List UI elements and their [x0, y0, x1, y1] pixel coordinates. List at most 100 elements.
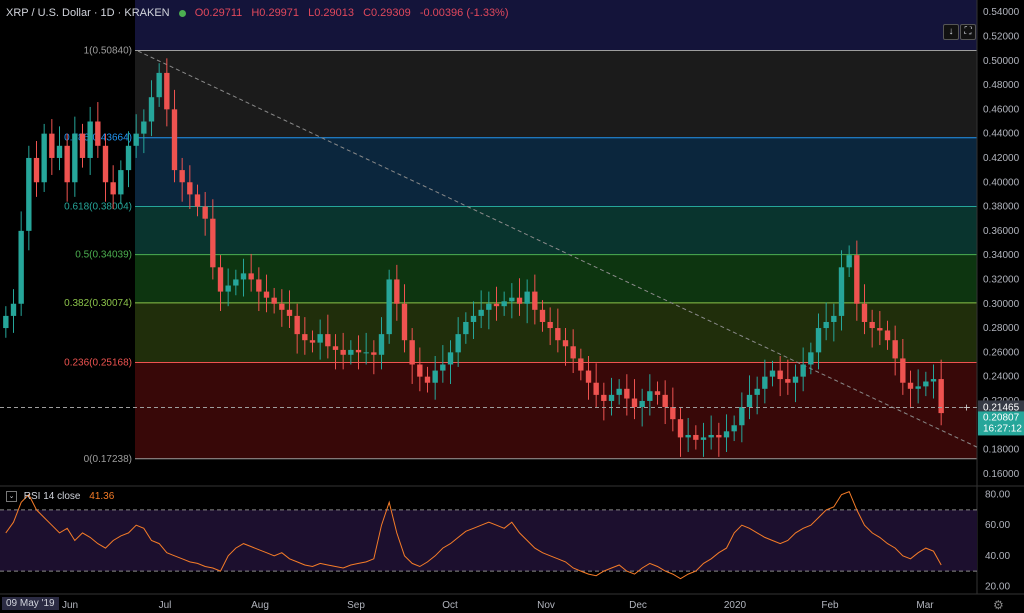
x-tick-label: Oct	[442, 600, 458, 611]
candle-body	[463, 321, 469, 335]
candle-body	[524, 291, 530, 304]
candle-body	[79, 133, 86, 158]
candle-body	[118, 170, 124, 195]
candle-body	[187, 182, 193, 195]
candle-body	[831, 315, 837, 322]
candle-body	[317, 334, 323, 343]
y-tick-label: 0.54000	[983, 7, 1020, 18]
candle-body	[739, 407, 745, 426]
candle-body	[662, 394, 668, 408]
fullscreen-icon[interactable]: ⛶	[960, 24, 976, 40]
candle-body	[685, 434, 691, 438]
candle-body	[608, 394, 615, 401]
y-tick-label: 0.52000	[983, 31, 1020, 42]
y-tick-label: 0.16000	[983, 469, 1020, 480]
candle-body	[486, 303, 492, 310]
candle-body	[654, 391, 661, 395]
upper-band	[135, 0, 977, 51]
candle-body	[386, 279, 392, 335]
candle-body	[677, 419, 684, 438]
candle-body	[309, 340, 316, 343]
candle-body	[141, 121, 147, 134]
last-price-label: 0.20807	[983, 412, 1020, 423]
collapse-icon[interactable]: ⌄	[6, 491, 17, 502]
arrow-down-icon[interactable]: ↓	[943, 24, 959, 40]
candle-body	[133, 133, 139, 146]
candle-body	[792, 376, 799, 383]
candle-body	[539, 309, 546, 322]
crosshair-price-label: 0.21465	[983, 402, 1020, 413]
candle-body	[194, 194, 201, 207]
candle-body	[125, 145, 132, 171]
y-tick-label: 0.26000	[983, 347, 1020, 358]
candle-body	[907, 382, 914, 389]
y-tick-label: 0.34000	[983, 250, 1020, 261]
candle-body	[769, 370, 776, 377]
fib-label-6: 0(0.17238)	[84, 454, 132, 465]
ohlc-low: L0.29013	[308, 7, 354, 19]
candle-body	[95, 121, 101, 146]
x-tick-label: Mar	[916, 600, 934, 611]
candle-body	[532, 291, 538, 310]
ohlc-close: C0.29309	[363, 7, 411, 19]
y-tick-label: 0.24000	[983, 372, 1020, 383]
candle-body	[493, 303, 500, 307]
candle-body	[800, 364, 806, 377]
x-tick-label: Feb	[821, 600, 839, 611]
y-tick-label: 0.44000	[983, 129, 1020, 140]
candle-body	[639, 400, 645, 408]
candle-body	[923, 381, 929, 387]
last-price-box	[978, 411, 1024, 436]
candle-body	[233, 279, 239, 286]
candle-body	[708, 434, 714, 438]
candle-body	[616, 388, 622, 395]
candle-body	[394, 279, 400, 304]
date-badge: 09 May '19	[2, 597, 59, 610]
candle-body	[846, 255, 852, 268]
y-tick-label: 0.32000	[983, 274, 1020, 285]
candle-body	[930, 379, 937, 382]
fib-label-3: 0.5(0.34039)	[75, 250, 132, 261]
candle-body	[440, 364, 446, 371]
candle-body	[900, 358, 906, 383]
candle-body	[378, 334, 385, 355]
candle-body	[562, 340, 569, 347]
ohlc-open: O0.29711	[194, 7, 243, 19]
candle-body	[785, 379, 791, 383]
candle-body	[56, 145, 63, 158]
chart-header: XRP / U.S. Dollar · 1D · KRAKEN O0.29711…	[6, 7, 509, 19]
fib-label-0: 1(0.50840)	[84, 46, 132, 57]
candle-body	[102, 145, 109, 183]
x-tick-label: Jun	[62, 600, 78, 611]
x-tick-label: Jul	[159, 600, 172, 611]
rsi-tick-label: 40.00	[985, 551, 1010, 562]
gear-icon[interactable]: ⚙	[993, 598, 1004, 612]
candle-body	[854, 255, 860, 304]
rsi-value: 41.36	[89, 491, 115, 503]
candle-body	[302, 334, 308, 341]
candle-body	[340, 349, 346, 355]
candle-body	[700, 437, 707, 440]
y-tick-label: 0.48000	[983, 80, 1020, 91]
trend-line	[137, 50, 978, 448]
candle-body	[248, 273, 254, 280]
market-status-icon	[178, 9, 186, 17]
fib-label-4: 0.382(0.30074)	[64, 298, 132, 309]
candle-body	[286, 309, 293, 316]
y-tick-label: 0.40000	[983, 177, 1020, 188]
candle-body	[409, 340, 415, 365]
candle-body	[432, 370, 438, 383]
ohlc-high: H0.29971	[251, 7, 300, 19]
candle-body	[179, 170, 185, 183]
candle-body	[884, 330, 891, 341]
y-tick-label: 0.18000	[983, 445, 1020, 456]
x-tick-label: Sep	[347, 600, 365, 611]
candle-body	[18, 230, 24, 304]
candle-body	[570, 346, 576, 359]
y-tick-label: 0.38000	[983, 202, 1020, 213]
rsi-tick-label: 20.00	[985, 581, 1010, 592]
x-tick-label: Nov	[537, 600, 555, 611]
candle-body	[256, 279, 262, 292]
candle-body	[171, 109, 178, 171]
